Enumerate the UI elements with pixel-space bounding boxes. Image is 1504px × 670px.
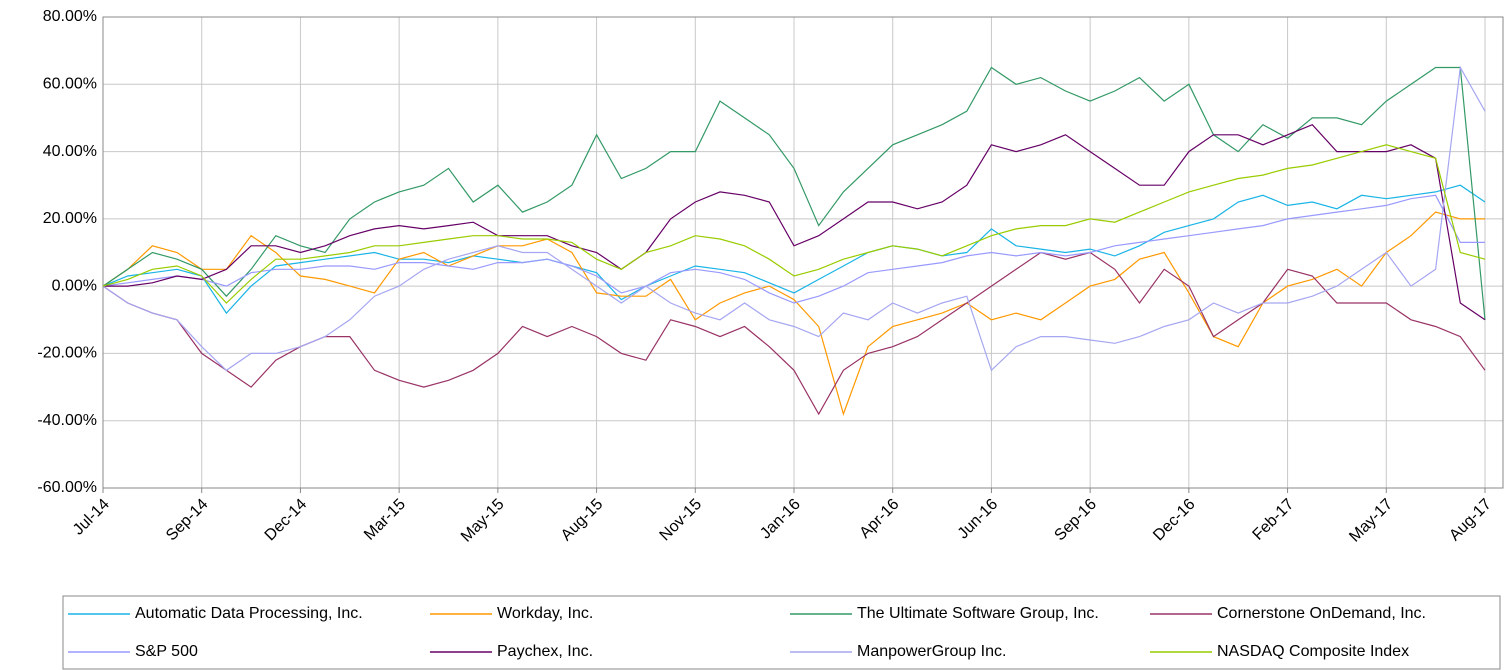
- x-tick-label: May-17: [1346, 496, 1396, 546]
- y-tick-label: -20.00%: [37, 345, 97, 362]
- x-tick-label: Apr-16: [857, 496, 903, 542]
- y-tick-label: -40.00%: [37, 412, 97, 429]
- series-line: [102, 66, 1486, 320]
- series-line: [102, 251, 1486, 416]
- legend-box: [62, 595, 1501, 670]
- series-line: [102, 144, 1486, 304]
- legend-label: ManpowerGroup Inc.: [857, 643, 1006, 660]
- x-tick-label: Feb-17: [1250, 496, 1298, 544]
- y-tick-label: 40.00%: [43, 143, 97, 160]
- series-line: [102, 211, 1485, 416]
- legend-label: Paychex, Inc.: [497, 643, 593, 660]
- legend-label: S&P 500: [135, 643, 198, 660]
- x-tick-label: Jun-16: [955, 496, 1002, 543]
- x-tick-label: Aug-17: [1446, 496, 1495, 545]
- x-tick-label: Mar-15: [361, 496, 409, 544]
- x-tick-label: Dec-14: [262, 496, 311, 545]
- x-tick-label: Nov-15: [657, 496, 706, 545]
- y-tick-label: 60.00%: [43, 76, 97, 93]
- x-tick-label: Sep-16: [1051, 496, 1100, 545]
- x-tick-label: Jan-16: [757, 496, 804, 543]
- y-tick-label: -60.00%: [37, 479, 97, 496]
- x-tick-label: Aug-15: [558, 496, 607, 545]
- y-tick-label: 20.00%: [43, 210, 97, 227]
- legend-label: Cornerstone OnDemand, Inc.: [1217, 605, 1426, 622]
- series-line: [103, 123, 1486, 321]
- legend-label: Workday, Inc.: [497, 605, 593, 622]
- plot-border: [102, 16, 1504, 489]
- y-tick-label: 80.00%: [43, 8, 97, 25]
- series-line: [102, 184, 1486, 315]
- legend-label: NASDAQ Composite Index: [1217, 643, 1409, 660]
- x-tick-label: Jul-14: [70, 496, 113, 539]
- x-tick-label: Sep-14: [163, 496, 212, 545]
- series-line: [102, 194, 1485, 304]
- x-tick-label: Dec-16: [1150, 496, 1199, 545]
- y-tick-label: 0.00%: [52, 277, 97, 294]
- legend-label: The Ultimate Software Group, Inc.: [857, 605, 1099, 622]
- legend-label: Automatic Data Processing, Inc.: [135, 605, 363, 622]
- x-tick-label: May-15: [458, 496, 508, 546]
- series-line: [102, 65, 1486, 372]
